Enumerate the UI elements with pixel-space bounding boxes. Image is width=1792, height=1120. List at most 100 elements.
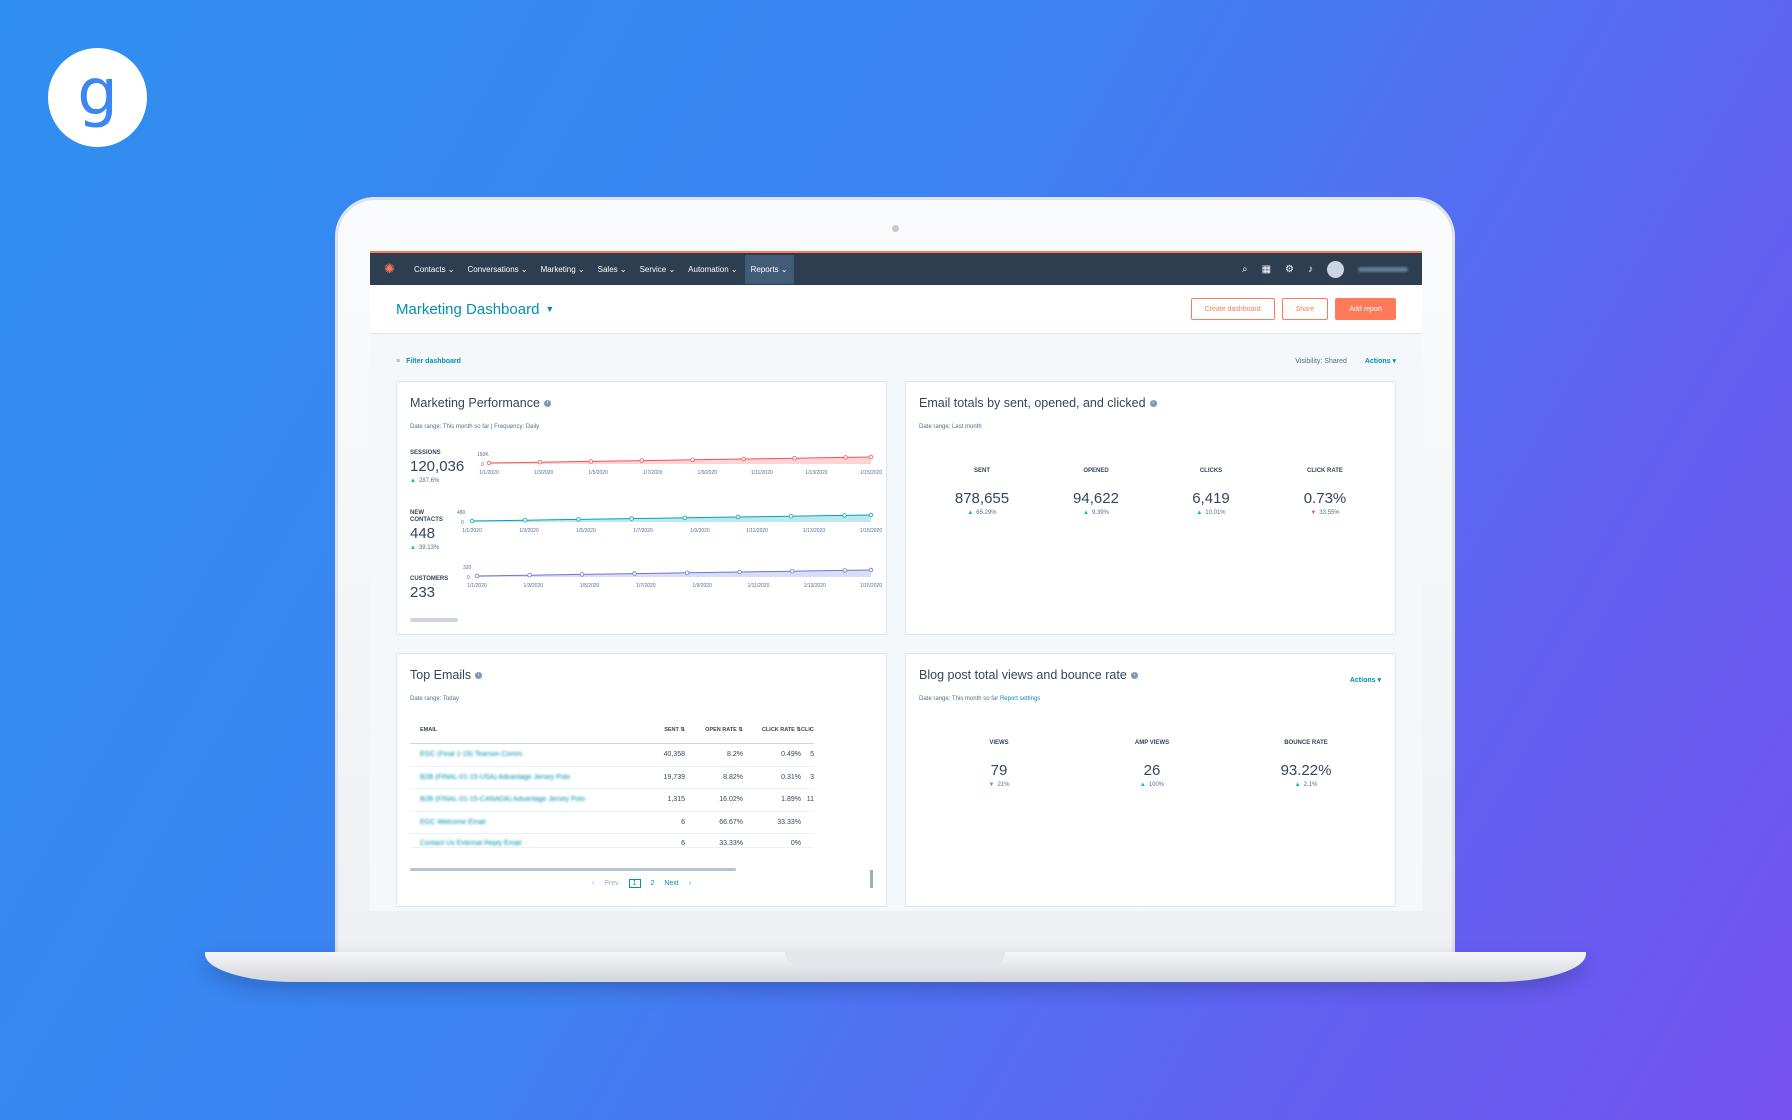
page-1-button[interactable]: 1 [628, 879, 641, 888]
scroll-handle[interactable] [410, 618, 458, 622]
create-dashboard-button[interactable]: Create dashboard [1190, 298, 1275, 320]
x-axis-date-label: 1/15/2020 [860, 470, 882, 476]
trend-point[interactable] [579, 572, 585, 577]
trend-point[interactable] [682, 515, 687, 520]
table-row: EGC (Final 1-19) Tearson Comm 40,358 8.2… [410, 744, 814, 767]
kpi-value: 79 [990, 762, 1008, 779]
info-icon[interactable]: i [1149, 400, 1157, 408]
sparkline-charts: 160K 0 1/1/2020 1/3/2020 1/5/2020 1/7/2020 1/9… [457, 452, 882, 589]
kpi-value: 878,655 [954, 490, 1010, 507]
trend-point[interactable] [684, 570, 690, 575]
trend-point[interactable] [629, 516, 634, 521]
filter-icon[interactable]: ≡ [396, 357, 401, 365]
report-settings-link[interactable]: Report settings [999, 696, 1041, 702]
filter-dashboard-link[interactable]: Filter dashboard [406, 357, 461, 365]
nav-conversations[interactable]: Conversations ⌄ [467, 264, 528, 274]
dashboard-actions-button[interactable]: Actions ▾ [1364, 358, 1396, 365]
share-button[interactable]: Share [1281, 298, 1329, 320]
trend-point[interactable] [690, 457, 695, 462]
add-report-button[interactable]: Add report [1335, 298, 1396, 320]
page-2-button[interactable]: 2 [650, 880, 655, 887]
nav-marketing[interactable]: Marketing ⌄ [540, 264, 585, 274]
table-header: EMAIL SENT ⇅ OPEN RATE ⇅ CLICK RATE ⇅ CL… [410, 716, 814, 744]
marketplace-icon[interactable]: ▦ [1261, 263, 1272, 275]
info-icon[interactable]: i [543, 400, 551, 408]
cell-sent: 40,358 [663, 751, 685, 759]
trend-point[interactable] [737, 569, 742, 575]
chevron-right-icon[interactable]: › [688, 880, 692, 887]
trend-point[interactable] [522, 517, 528, 523]
trend-point[interactable] [537, 459, 543, 465]
nav-contacts[interactable]: Contacts ⌄ [414, 264, 455, 274]
vertical-scrollbar[interactable] [870, 870, 873, 888]
email-link[interactable]: EGC (Final 1-19) Tearson Comm [420, 751, 523, 759]
kpi-label: VIEWS [989, 740, 1009, 746]
nav-service[interactable]: Service ⌄ [639, 264, 676, 274]
email-link[interactable]: Contact Us External Reply Email [420, 840, 522, 847]
trend-point[interactable] [842, 513, 847, 518]
chevron-down-icon[interactable]: ▼ [545, 304, 555, 314]
nav-sales[interactable]: Sales ⌄ [597, 264, 627, 274]
card-title: Blog post total views and bounce rate i [919, 668, 1138, 682]
next-button[interactable]: Next [664, 880, 679, 887]
x-axis-date-label: 1/13/2020 [803, 528, 825, 534]
trend-point[interactable] [789, 513, 794, 519]
trend-point[interactable] [527, 572, 532, 578]
col-sent[interactable]: SENT ⇅ [664, 726, 685, 733]
trend-point[interactable] [486, 460, 492, 466]
nav-reports[interactable]: Reports ⌄ [744, 254, 794, 284]
info-icon[interactable]: i [1130, 672, 1138, 680]
trend-point[interactable] [790, 568, 795, 574]
y-axis-max-label: 320 [463, 565, 472, 571]
nav-automation[interactable]: Automation ⌄ [688, 264, 738, 274]
x-axis-date-label: 1/5/2020 [588, 470, 608, 476]
bell-icon[interactable]: ♪ [1308, 263, 1313, 275]
chevron-left-icon[interactable]: ‹ [591, 880, 595, 887]
trend-point[interactable] [588, 459, 594, 464]
trend-point[interactable] [469, 518, 475, 524]
trend-point[interactable] [843, 455, 848, 460]
email-link[interactable]: B2B (FINAL-01-15-CANADA) Advantage Jerse… [420, 796, 585, 804]
col-click-rate[interactable]: CLICK RATE ⇅ [761, 726, 801, 733]
search-icon[interactable]: ⌕ [1241, 263, 1248, 275]
prev-button[interactable]: Prev [604, 880, 619, 887]
filter-bar: ≡ Filter dashboard Visibility: Shared Ac… [396, 357, 1396, 366]
x-axis-date-label: 1/3/2020 [534, 470, 554, 476]
kpi-value: 26 [1143, 762, 1161, 779]
trend-point[interactable] [474, 573, 480, 579]
cell-click-through: 11 [806, 796, 814, 804]
trend-point[interactable] [735, 514, 741, 520]
avatar[interactable] [1327, 260, 1344, 278]
trend-point[interactable] [639, 458, 644, 463]
page-title[interactable]: Marketing Dashboard [396, 300, 540, 318]
gear-icon[interactable]: ⚙ [1285, 263, 1294, 275]
email-link[interactable]: EGC Welcome Email [420, 818, 486, 826]
laptop-camera [892, 225, 899, 232]
horizontal-scrollbar[interactable] [410, 868, 736, 871]
trend-point[interactable] [741, 456, 746, 462]
col-open-rate[interactable]: OPEN RATE ⇅ [705, 726, 743, 733]
trend-point[interactable] [792, 455, 797, 461]
trend-point[interactable] [868, 512, 874, 518]
info-icon[interactable]: i [475, 672, 483, 680]
y-axis-max-label: 480 [457, 510, 466, 516]
x-axis-date-label: 1/3/2020 [524, 583, 544, 589]
metric-delta: 39.13% [410, 545, 439, 551]
trend-point[interactable] [632, 571, 637, 576]
trend-point[interactable] [842, 568, 847, 573]
card-meta: Date range: Last month [919, 424, 982, 430]
col-click-through[interactable]: CLIC THROU RA [801, 726, 814, 733]
trend-point[interactable] [576, 517, 581, 522]
email-link[interactable]: B2B (FINAL-01-15-USA) Advantage Jersey P… [420, 773, 571, 781]
kpi-value: 6,419 [1192, 490, 1230, 507]
kpi-value: 93.22% [1280, 762, 1332, 779]
account-menu[interactable] [1358, 266, 1408, 272]
hubspot-logo-icon[interactable]: ✺ [384, 261, 395, 276]
app-screen: ✺ Contacts ⌄ Conversations ⌄ Marketing ⌄… [370, 251, 1422, 911]
kpi-value: 94,622 [1073, 490, 1119, 507]
blog-actions-button[interactable]: Actions ▾ [1349, 677, 1381, 684]
col-email[interactable]: EMAIL [420, 726, 438, 733]
trend-point[interactable] [868, 454, 874, 460]
cell-open-rate: 8.82% [723, 773, 743, 781]
trend-point[interactable] [868, 567, 874, 573]
